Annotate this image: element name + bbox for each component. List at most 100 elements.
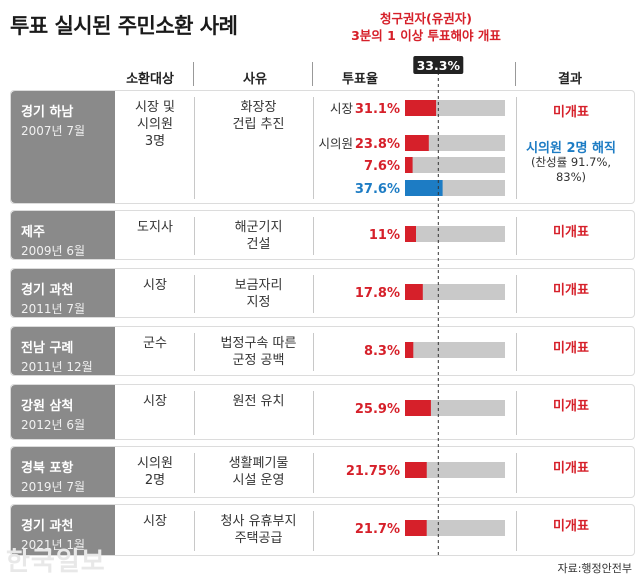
column-divider xyxy=(313,391,314,435)
target-text: 도지사 xyxy=(137,220,173,235)
bar-track xyxy=(405,135,505,151)
column-divider xyxy=(194,333,195,371)
reason-text: 건설 xyxy=(246,237,271,252)
column-divider xyxy=(516,217,517,255)
turnout-value-label: 21.7% xyxy=(355,522,400,537)
threshold-label-bg xyxy=(413,56,464,74)
target-text: 시장 xyxy=(143,394,167,409)
reason-cell: 원전 유치 xyxy=(201,393,316,410)
reason-text: 원전 유치 xyxy=(232,394,285,409)
turnout-value-label: 31.1% xyxy=(355,102,400,117)
target-text: 시장 xyxy=(143,278,167,293)
target-text: 2명 xyxy=(144,473,166,488)
turnout-bar xyxy=(405,284,423,300)
date-label: 2009년 6월 xyxy=(21,244,86,258)
header-divider xyxy=(193,62,194,86)
reason-text: 청사 유휴부지 xyxy=(220,514,297,529)
column-divider xyxy=(194,391,195,435)
result-label-secondary: 시의원 2명 해직 xyxy=(526,141,616,156)
target-text: 시장 및 xyxy=(134,100,175,115)
bar-track xyxy=(405,226,505,242)
date-label: 2019년 7월 xyxy=(21,480,86,494)
target-text: 시의원 xyxy=(137,117,173,132)
bar-track xyxy=(405,520,505,536)
turnout-value-label: 7.6% xyxy=(364,159,400,174)
column-divider xyxy=(194,453,195,493)
turnout-value-label: 8.3% xyxy=(364,344,400,359)
result-sub-text: (찬성률 91.7%, xyxy=(530,155,612,169)
bar-track xyxy=(405,342,505,358)
column-divider xyxy=(194,511,195,551)
turnout-bar xyxy=(405,520,427,536)
target-cell: 시장 xyxy=(116,277,194,294)
region-label: 경기 과천 xyxy=(21,283,74,298)
table-row: 경기 과천 2021년 1월 시장 청사 유휴부지 주택공급 미개표 xyxy=(10,504,635,556)
date-label: 2021년 1월 xyxy=(21,538,86,552)
region-label: 경북 포항 xyxy=(21,461,74,476)
result-label: 미개표 xyxy=(553,105,589,120)
date-label: 2011년 7월 xyxy=(21,302,86,316)
target-cell: 시의원 2명 xyxy=(116,455,194,489)
date-label: 2012년 6월 xyxy=(21,418,86,432)
reason-text: 해군기지 xyxy=(234,220,283,235)
table-row: 강원 삼척 2012년 6월 시장 원전 유치 미개표 xyxy=(10,384,635,440)
reason-cell: 청사 유휴부지 주택공급 xyxy=(201,513,316,547)
table-row: 경기 과천 2011년 7월 시장 보금자리 지정 미개표 xyxy=(10,268,635,318)
turnout-bar xyxy=(405,226,416,242)
result-label: 미개표 xyxy=(553,519,589,534)
target-cell: 군수 xyxy=(116,335,194,352)
reason-text: 법정구속 따른 xyxy=(220,336,297,351)
row-header: 경기 하남 2007년 7월 xyxy=(11,91,115,203)
target-text: 군수 xyxy=(143,336,167,351)
reason-cell: 보금자리 지정 xyxy=(201,277,316,311)
bar-category-label: 시장 xyxy=(330,101,354,116)
region-label: 경기 하남 xyxy=(21,105,74,120)
column-divider xyxy=(516,391,517,435)
reason-text: 지정 xyxy=(246,295,271,310)
target-text: 시장 xyxy=(143,514,167,529)
chart-title: 투표 실시된 주민소환 사례 xyxy=(10,14,238,38)
column-divider xyxy=(313,217,314,255)
column-divider xyxy=(313,453,314,493)
column-divider xyxy=(516,511,517,551)
column-divider xyxy=(313,97,314,199)
column-divider xyxy=(516,453,517,493)
reason-text: 화장장 xyxy=(240,100,277,115)
column-divider xyxy=(194,275,195,313)
turnout-value-label: 17.8% xyxy=(355,286,400,301)
turnout-value-label: 21.75% xyxy=(346,464,400,479)
target-cell: 시장 xyxy=(116,393,194,410)
turnout-value-label: 23.8% xyxy=(355,137,400,152)
row-header: 전남 구례 2011년 12월 xyxy=(11,327,115,375)
result-label: 미개표 xyxy=(553,341,589,356)
column-divider xyxy=(516,275,517,313)
row-header: 제주 2009년 6월 xyxy=(11,211,115,259)
reason-text: 생활폐기물 xyxy=(228,456,289,471)
row-header: 경기 과천 2011년 7월 xyxy=(11,269,115,317)
row-header: 경북 포항 2019년 7월 xyxy=(11,447,115,497)
result-label: 미개표 xyxy=(553,461,589,476)
target-text: 시의원 xyxy=(137,456,173,471)
turnout-value-label: 37.6% xyxy=(355,182,400,197)
header-divider xyxy=(515,62,516,86)
turnout-bar xyxy=(405,462,427,478)
bar-track xyxy=(405,157,505,173)
table-row: 경기 하남 2007년 7월 시장 및 시의원 3명 화장장 건립 추진 미개표 시의원 2명 … xyxy=(10,90,635,204)
column-divider xyxy=(194,97,195,199)
date-label: 2011년 12월 xyxy=(21,360,93,374)
region-label: 제주 xyxy=(21,225,45,240)
threshold-note: 청구권자(유권자) 3분의 1 이상 투표해야 개표 xyxy=(300,10,552,44)
reason-text: 시설 운영 xyxy=(232,473,285,488)
reason-text: 군정 공백 xyxy=(232,353,285,368)
region-label: 강원 삼척 xyxy=(21,399,74,414)
turnout-bar xyxy=(405,400,431,416)
result-label: 미개표 xyxy=(553,399,589,414)
turnout-bar xyxy=(405,180,443,196)
region-label: 전남 구례 xyxy=(21,341,74,356)
